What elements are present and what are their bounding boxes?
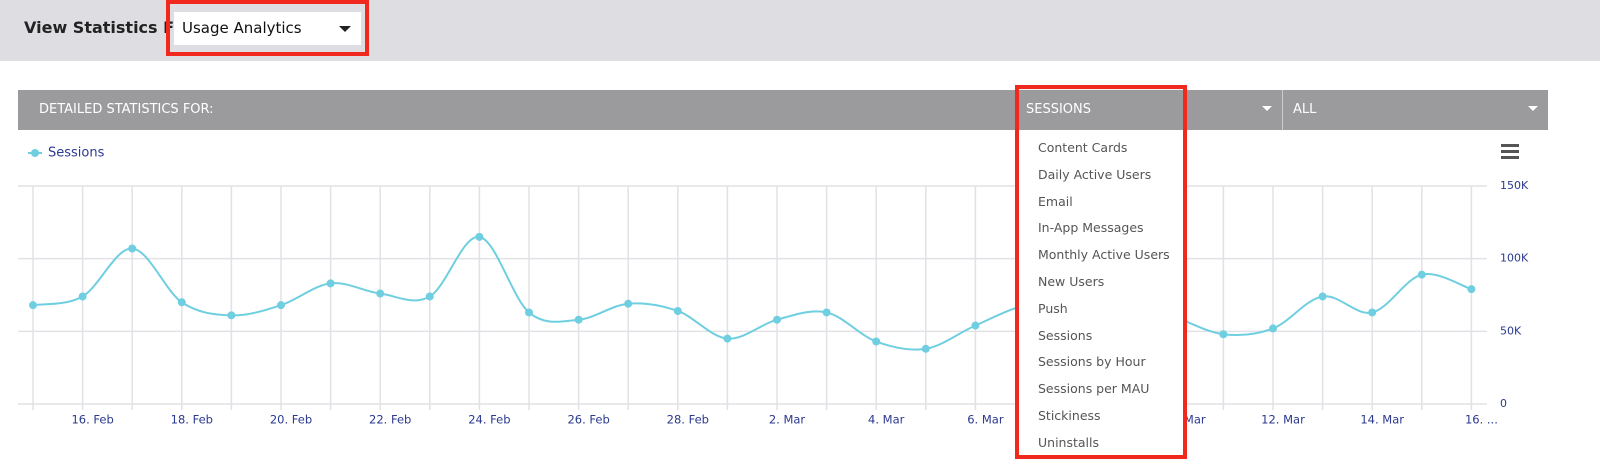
x-tick-label: 26. Feb [567,413,609,427]
data-point [574,315,583,324]
data-point [872,337,881,346]
y-tick-label: 50K [1500,324,1522,337]
y-tick-label: 100K [1500,252,1529,265]
data-point [1269,324,1277,333]
y-tick-label: 0 [1500,397,1507,410]
data-point [624,299,633,308]
data-point [177,298,186,307]
menu-item[interactable]: Monthly Active Users [1038,247,1170,263]
menu-item[interactable]: Content Cards [1038,140,1128,155]
highlight [1015,85,1187,459]
legend-marker [31,149,39,157]
menu-item[interactable]: Stickiness [1038,407,1101,423]
dropdown-arrow [339,26,351,32]
y-tick-label: 150K [1500,179,1529,192]
data-point [773,315,781,324]
data-point [723,334,732,343]
segment-select[interactable]: ALL [1293,102,1317,117]
data-point [227,311,236,320]
menu-item[interactable]: Push [1038,300,1068,316]
x-tick-label: 20. Feb [270,413,312,427]
x-tick-label: 22. Feb [369,413,411,427]
data-point [673,306,682,315]
data-point [29,301,37,310]
x-tick-label: 12. Mar [1261,413,1305,427]
menu-item[interactable]: Uninstalls [1038,434,1099,450]
x-tick-label: 16. Feb [71,413,113,427]
data-point [277,301,285,310]
divider [1282,90,1283,130]
data-point [971,321,980,330]
x-tick-label: 24. Feb [468,413,510,427]
data-point [326,279,335,288]
x-tick-label: 6. Mar [967,413,1004,427]
header-label: View Statistics For [24,18,193,37]
menu-icon[interactable] [1501,144,1519,159]
menu-item[interactable]: Daily Active Users [1038,166,1152,182]
dropdown-menu [1018,90,1183,456]
data-point [376,289,385,298]
menu-list: Content Cards Daily Active Users Email In-A… [1018,135,1183,457]
data-point [1318,292,1327,301]
data-point [1467,285,1476,294]
data-point [1219,330,1228,339]
data-point [78,292,87,301]
menu-item[interactable]: Sessions [1038,327,1093,343]
usage-select[interactable]: Usage Analytics [174,12,361,45]
data-point [128,244,137,253]
metric-select[interactable]: SESSIONS [1026,102,1092,117]
metric-select-box[interactable] [1018,90,1282,130]
data-point [822,308,831,317]
data-point [921,344,930,353]
x-tick-label: 18. Feb [171,413,213,427]
x-tick-label: 2. Mar [769,413,806,427]
data-point [475,232,484,241]
menu-item[interactable]: In-App Messages [1038,220,1144,236]
data-point [1368,308,1377,317]
data-point [525,308,533,317]
menu-item[interactable]: Sessions per MAU [1038,381,1150,397]
dropdown-arrow [1262,106,1272,111]
x-tick-label: 4. Mar [868,413,905,427]
panel-header [18,90,1548,130]
dropdown-arrow [1528,106,1538,111]
menu-item[interactable]: New Users [1038,273,1105,289]
menu-item[interactable]: Sessions by Hour [1038,354,1146,370]
x-tick-label: 28. Feb [667,413,709,427]
x-tick-label: 14. Mar [1360,413,1404,427]
data-point [425,292,434,301]
x-tick-label: 16. ... [1465,413,1498,427]
series-line [32,235,1472,351]
panel-title: DETAILED STATISTICS FOR: [39,102,214,117]
menu-item[interactable]: Email [1038,193,1073,209]
legend-label[interactable]: Sessions [48,146,105,161]
data-point [1417,270,1426,279]
highlight [166,0,369,56]
